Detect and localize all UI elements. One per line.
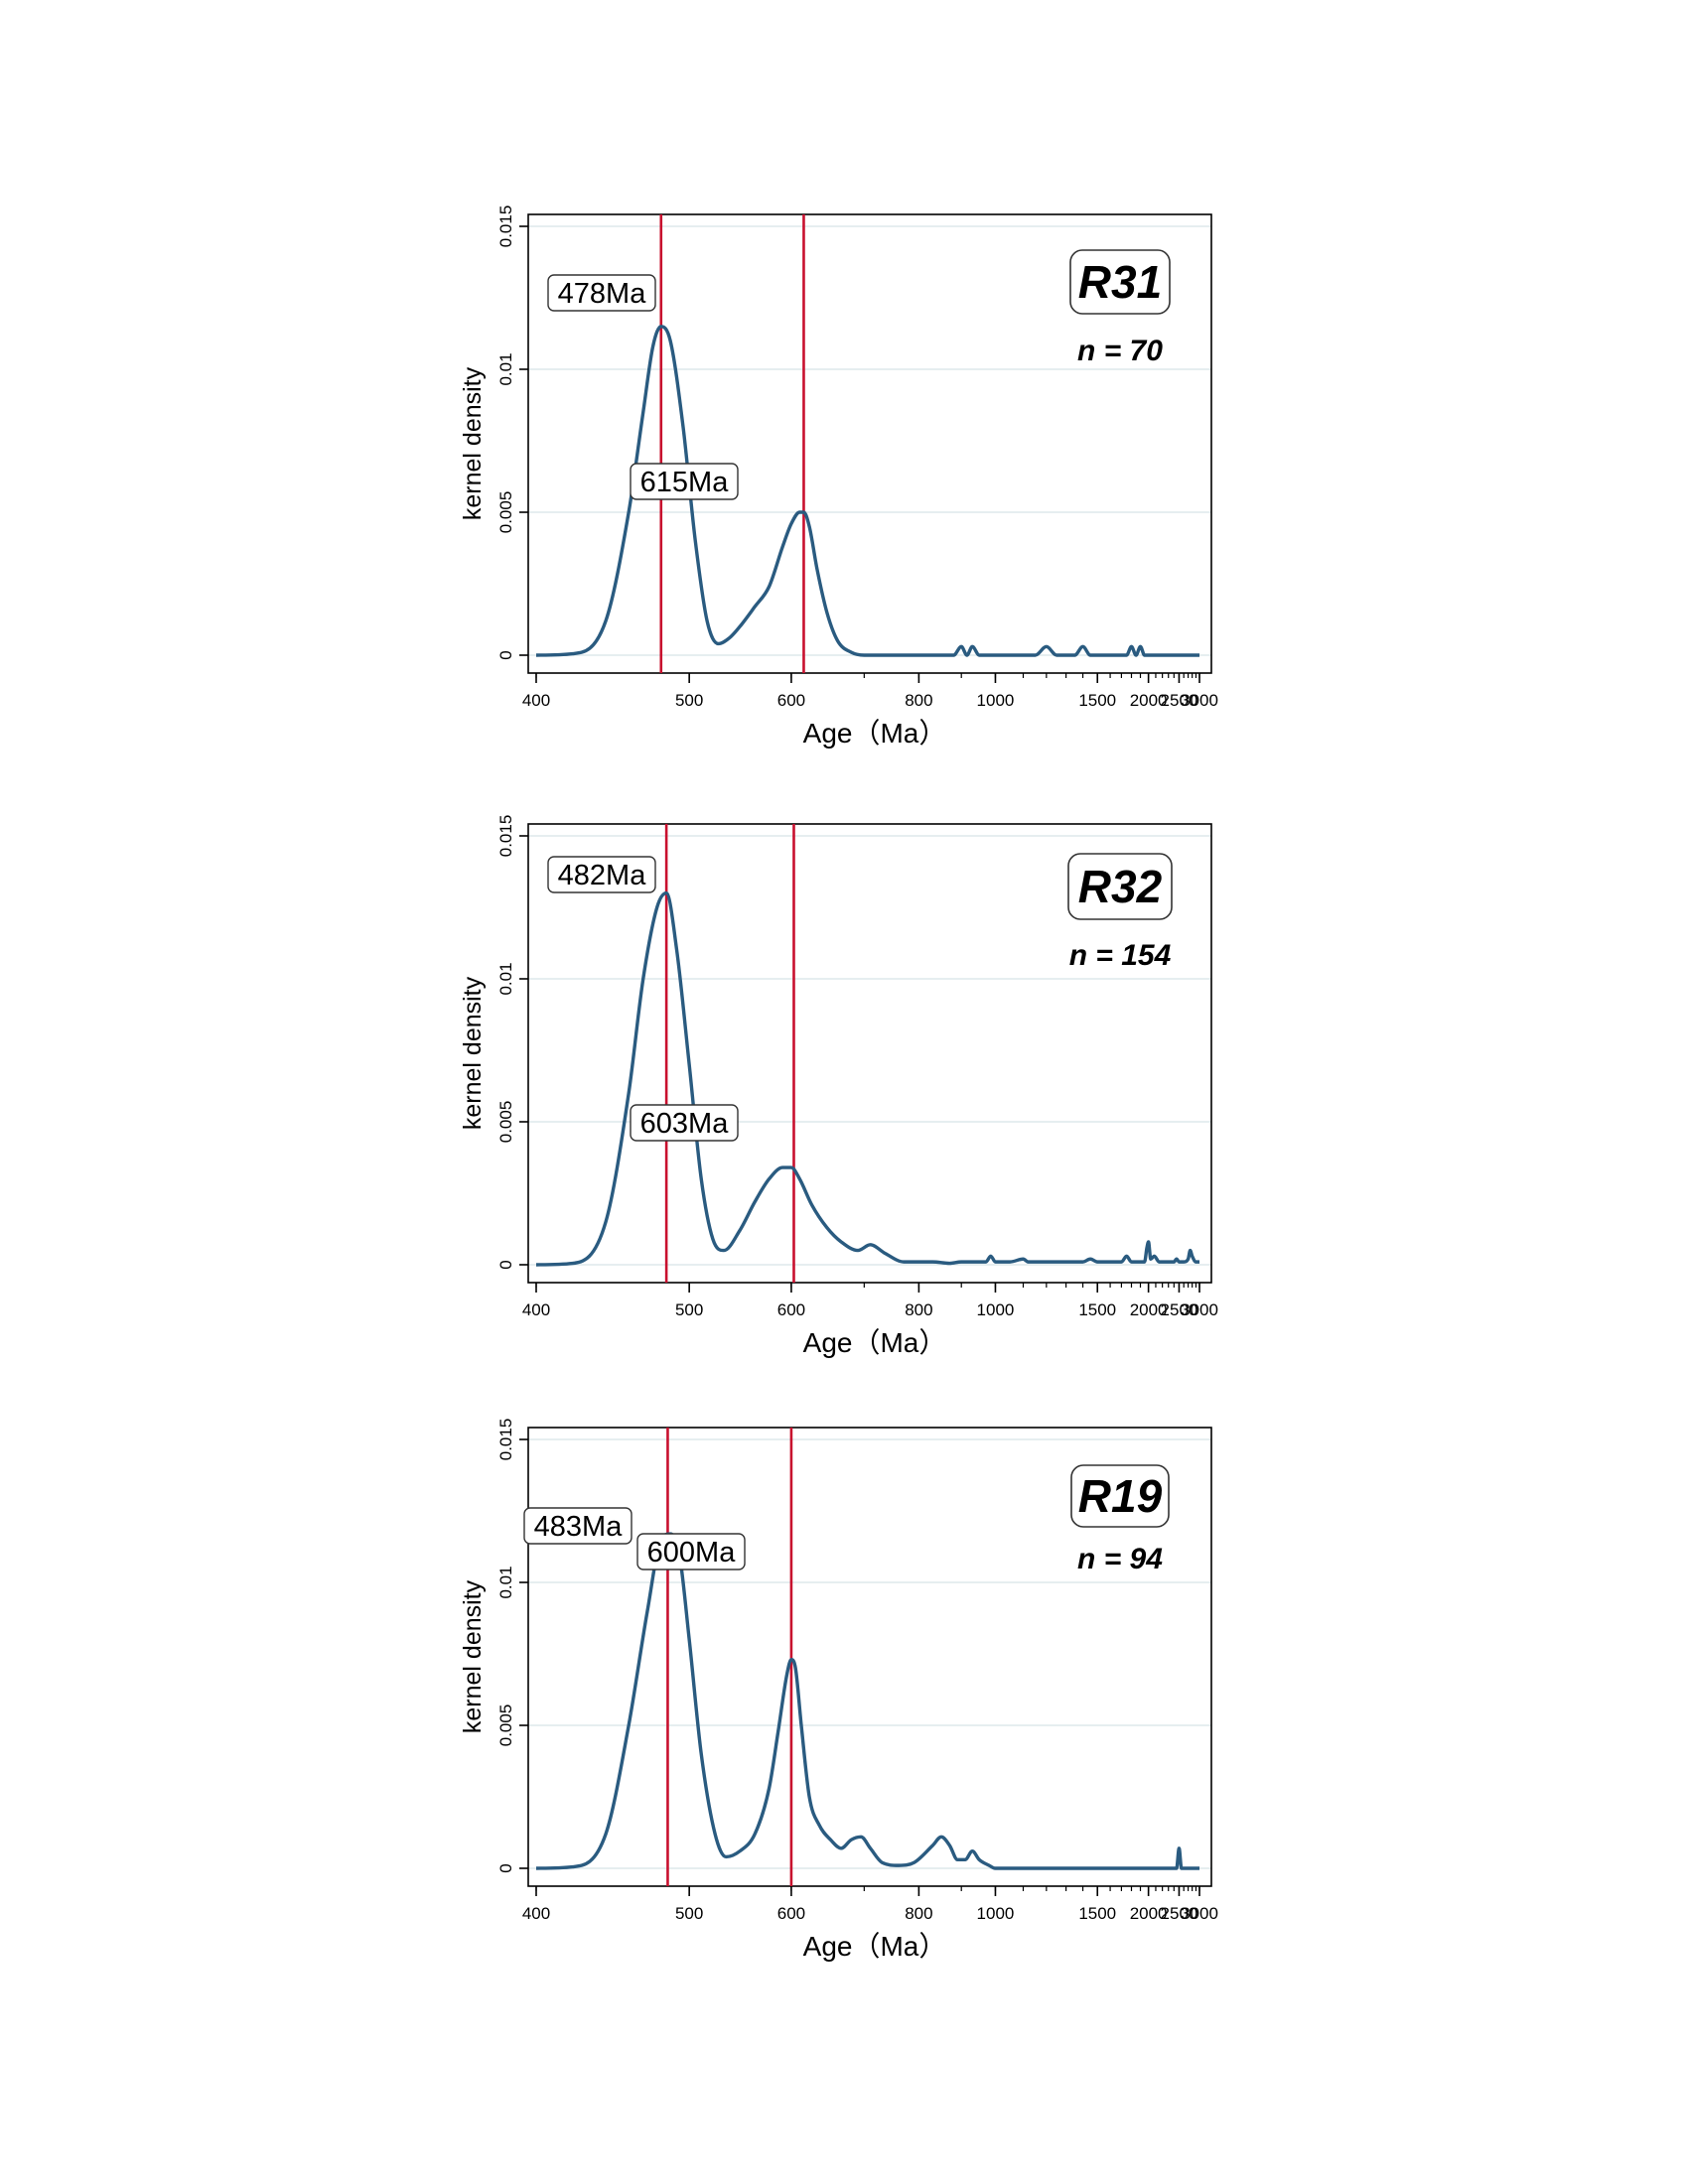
x-tick-label: 2500 <box>1161 691 1198 710</box>
x-tick-label: 2000 <box>1130 1904 1168 1923</box>
y-tick-label: 0.01 <box>496 962 515 995</box>
y-axis-title: kernel density <box>459 1579 487 1733</box>
sample-name: R31 <box>1078 256 1162 308</box>
peak-label-box <box>547 856 656 893</box>
x-tick-label: 600 <box>777 1904 805 1923</box>
plot-frame <box>527 823 1212 1284</box>
x-tick-label: 3000 <box>1181 1904 1218 1923</box>
peak-label: 603Ma <box>640 1108 730 1140</box>
y-tick-label: 0.005 <box>496 1705 515 1747</box>
y-tick-label: 0 <box>496 1863 515 1872</box>
y-tick-label: 0.005 <box>496 1101 515 1144</box>
x-tick-label: 800 <box>905 1904 932 1923</box>
x-tick-label: 400 <box>522 1904 550 1923</box>
x-tick-label: 3000 <box>1181 1300 1218 1319</box>
x-tick-label: 1500 <box>1078 1904 1116 1923</box>
y-tick-label: 0.005 <box>496 491 515 534</box>
x-tick-label: 600 <box>777 1300 805 1319</box>
y-tick-label: 0 <box>496 650 515 659</box>
peak-label-box <box>547 274 656 312</box>
sample-count: n = 154 <box>1069 939 1172 972</box>
y-tick-label: 0.015 <box>496 1419 515 1461</box>
peak-label: 483Ma <box>534 1511 624 1543</box>
peak-label: 478Ma <box>558 278 647 310</box>
x-tick-label: 1000 <box>977 1904 1015 1923</box>
x-tick-label: 500 <box>675 691 703 710</box>
y-tick-label: 0.01 <box>496 1566 515 1598</box>
x-tick-label: 800 <box>905 691 932 710</box>
x-tick-label: 500 <box>675 1904 703 1923</box>
sample-name-box <box>1067 853 1173 920</box>
density-curve <box>535 325 1199 657</box>
x-tick-label: 3000 <box>1181 691 1218 710</box>
plot-frame <box>527 1427 1212 1887</box>
x-tick-label: 1500 <box>1078 691 1116 710</box>
x-axis-title: Age（Ma） <box>803 1931 947 1962</box>
x-tick-label: 800 <box>905 1300 932 1319</box>
x-tick-label: 400 <box>522 691 550 710</box>
sample-name: R32 <box>1078 861 1163 912</box>
y-axis-title: kernel density <box>459 976 487 1130</box>
peak-label: 615Ma <box>640 467 730 498</box>
y-tick-label: 0.015 <box>496 815 515 858</box>
x-tick-label: 500 <box>675 1300 703 1319</box>
x-tick-label: 1000 <box>977 1300 1015 1319</box>
y-tick-label: 0.01 <box>496 352 515 385</box>
peak-label: 482Ma <box>558 860 647 891</box>
y-axis-title: kernel density <box>459 366 487 520</box>
chart-panel-r31: 0 0.005 0.01 0.015 kernel density 400 500 600 80… <box>459 205 1218 749</box>
x-tick-label: 2500 <box>1161 1904 1198 1923</box>
peak-label-box <box>523 1507 633 1545</box>
x-axis-title: Age（Ma） <box>803 1327 947 1358</box>
peak-label: 600Ma <box>647 1537 737 1569</box>
y-tick-label: 0.015 <box>496 205 515 248</box>
x-tick-label: 2000 <box>1130 1300 1168 1319</box>
peak-label-box <box>630 463 739 500</box>
peak-label-box <box>636 1533 746 1570</box>
chart-panel-r32: 0 0.005 0.01 0.015 kernel density 400 500 600 80… <box>459 815 1218 1358</box>
x-axis-title: Age（Ma） <box>803 718 947 749</box>
chart-panel-r19: 0 0.005 0.01 0.015 kernel density 400 500 600 80… <box>459 1419 1218 1962</box>
sample-count: n = 94 <box>1077 1543 1163 1575</box>
x-tick-label: 2000 <box>1130 691 1168 710</box>
x-tick-label: 1000 <box>977 691 1015 710</box>
density-curve <box>535 890 1199 1267</box>
peak-label-box <box>630 1104 739 1142</box>
x-tick-label: 1500 <box>1078 1300 1116 1319</box>
x-tick-label: 600 <box>777 691 805 710</box>
sample-name-box <box>1069 249 1171 315</box>
plot-frame <box>527 213 1212 674</box>
y-tick-label: 0 <box>496 1260 515 1269</box>
density-curve <box>535 1532 1199 1870</box>
sample-count: n = 70 <box>1077 335 1163 367</box>
x-tick-label: 400 <box>522 1300 550 1319</box>
sample-name: R19 <box>1078 1470 1163 1522</box>
sample-name-box <box>1070 1464 1170 1528</box>
x-tick-label: 2500 <box>1161 1300 1198 1319</box>
